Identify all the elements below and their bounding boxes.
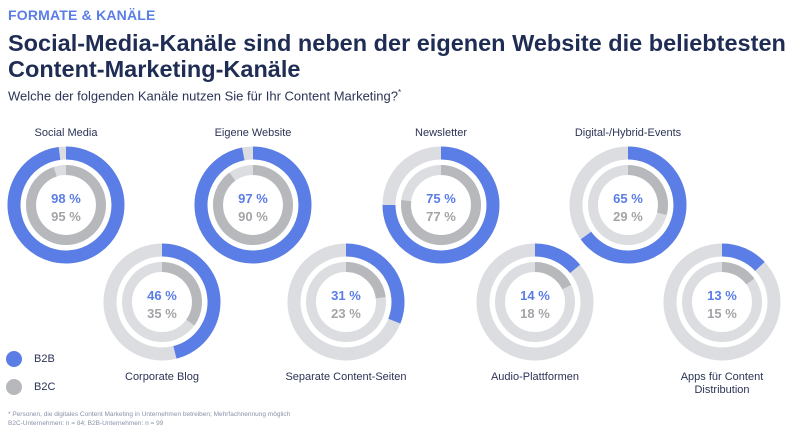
arc-b2c-eigene-website [213, 165, 293, 245]
donut-digital-hybrid-events: 65 % 29 % Digital-/Hybrid-Events [569, 127, 687, 264]
donut-eigene-website: 97 % 90 % Eigene Website [194, 127, 312, 264]
legend-label-b2b: B2B [34, 353, 55, 365]
arc-b2c-separate-content-seiten [345, 262, 386, 299]
legend-swatch-b2c [6, 379, 22, 395]
arc-b2b-eigene-website [194, 146, 312, 264]
value-b2c-newsletter: 77 % [426, 209, 456, 224]
value-b2b-apps-f-r-content-distribution: 13 % [707, 288, 737, 303]
donut-separate-content-seiten: 31 % 23 % Separate Content-Seiten [285, 243, 407, 383]
donut-newsletter: 75 % 77 % Newsletter [382, 127, 500, 264]
arc-b2b-apps-f-r-content-distribution [721, 243, 765, 272]
value-b2c-eigene-website: 90 % [238, 209, 268, 224]
subtitle-text: Welche der folgenden Kanäle nutzen Sie f… [8, 88, 398, 104]
donut-social-media: 98 % 95 % Social Media [7, 127, 125, 264]
footnote-line-2: B2C-Unternehmen: n = 84; B2B-Unternehmen… [8, 420, 164, 427]
category-label-line: Eigene Website [215, 127, 292, 139]
arc-b2b-digital-hybrid-events [580, 146, 687, 264]
arc-b2c-newsletter [401, 165, 481, 245]
legend-item-b2c: B2C [6, 378, 55, 396]
category-label-line: Corporate Blog [125, 371, 199, 383]
arc-b2c-apps-f-r-content-distribution [721, 262, 755, 285]
footnote: * Personen, die digitales Content Market… [8, 410, 290, 428]
category-label-corporate-blog: Corporate Blog [125, 371, 199, 383]
footnote-line-1: * Personen, die digitales Content Market… [8, 411, 291, 418]
category-label-digital-hybrid-events: Digital-/Hybrid-Events [575, 127, 682, 139]
value-b2b-eigene-website: 97 % [238, 191, 268, 206]
category-label-eigene-website: Eigene Website [215, 127, 292, 139]
arc-b2b-audio-plattformen [534, 243, 581, 274]
legend-item-b2b: B2B [6, 350, 55, 368]
category-label-line: Digital-/Hybrid-Events [575, 127, 682, 139]
value-b2b-corporate-blog: 46 % [147, 288, 177, 303]
value-b2b-audio-plattformen: 14 % [520, 288, 550, 303]
legend-swatch-b2b [6, 351, 22, 367]
category-label-social-media: Social Media [35, 127, 99, 139]
value-b2c-social-media: 95 % [51, 209, 81, 224]
value-b2b-social-media: 98 % [51, 191, 81, 206]
arc-b2c-social-media [25, 165, 106, 245]
arc-b2c-audio-plattformen [534, 262, 572, 290]
category-label-line: Social Media [35, 127, 99, 139]
legend-label-b2c: B2C [34, 381, 56, 393]
value-b2c-apps-f-r-content-distribution: 15 % [707, 306, 737, 321]
chart-title: Social-Media-Kanäle sind neben der eigen… [8, 30, 786, 82]
donut-apps-f-r-content-distribution: 13 % 15 % Apps für Content Distribution [663, 243, 781, 396]
category-label-line: Distribution [694, 384, 749, 396]
arc-b2b-separate-content-seiten [345, 243, 405, 324]
arc-b2b-corporate-blog [161, 243, 221, 359]
donut-audio-plattformen: 14 % 18 % Audio-Plattformen [476, 243, 594, 383]
category-label-line: Newsletter [415, 127, 467, 139]
value-b2b-newsletter: 75 % [426, 191, 456, 206]
arc-b2b-social-media [7, 146, 125, 264]
value-b2b-digital-hybrid-events: 65 % [613, 191, 643, 206]
value-b2c-digital-hybrid-events: 29 % [613, 209, 643, 224]
chart-subtitle: Welche der folgenden Kanäle nutzen Sie f… [8, 88, 401, 103]
category-label-separate-content-seiten: Separate Content-Seiten [285, 371, 406, 383]
value-b2c-audio-plattformen: 18 % [520, 306, 550, 321]
arc-b2c-corporate-blog [161, 262, 202, 326]
category-label-audio-plattformen: Audio-Plattformen [491, 371, 579, 383]
arc-b2b-newsletter [382, 146, 500, 264]
value-b2c-separate-content-seiten: 23 % [331, 306, 361, 321]
legend: B2B B2C [6, 350, 55, 406]
category-label-line: Separate Content-Seiten [285, 371, 406, 383]
category-label-apps-f-r-content-distribution: Apps für Content Distribution [681, 371, 764, 396]
category-label-newsletter: Newsletter [415, 127, 467, 139]
arc-b2c-digital-hybrid-events [627, 165, 668, 215]
category-label-line: Apps für Content [681, 371, 764, 383]
subtitle-footnote-mark: * [398, 88, 402, 97]
category-label-line: Audio-Plattformen [491, 371, 579, 383]
donut-corporate-blog: 46 % 35 % Corporate Blog [103, 243, 221, 383]
value-b2b-separate-content-seiten: 31 % [331, 288, 361, 303]
kicker-label: FORMATE & KANÄLE [8, 7, 156, 23]
value-b2c-corporate-blog: 35 % [147, 306, 177, 321]
